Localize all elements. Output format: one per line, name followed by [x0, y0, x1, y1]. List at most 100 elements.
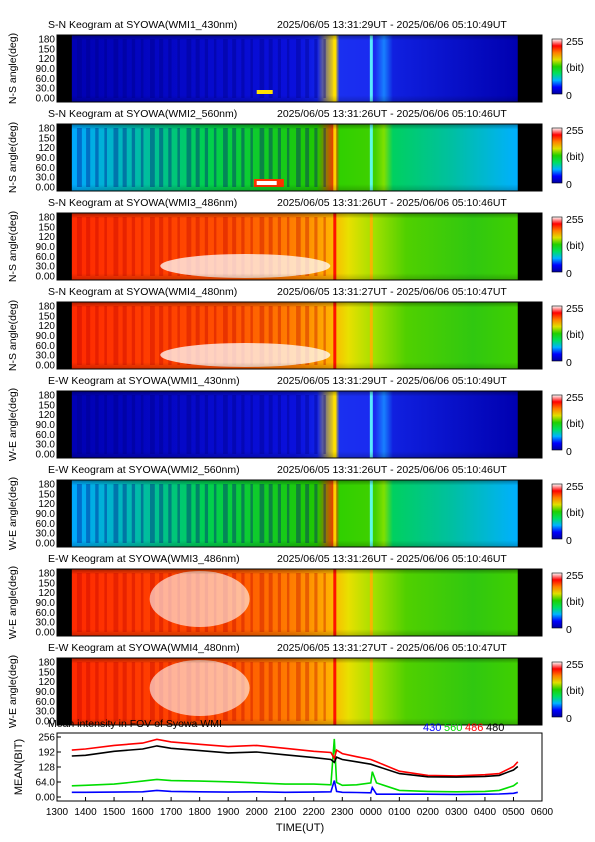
keogram-y-tick-label: 90.0 [36, 420, 56, 431]
colorbar [551, 216, 563, 273]
keogram-y-tick-label: 120 [38, 588, 55, 599]
keogram-y-tick-label: 150 [38, 489, 55, 500]
keogram-y-tick-label: 120 [38, 143, 55, 154]
keogram-y-axis-label: N-S angle(deg) [7, 300, 19, 371]
keogram-y-tick-label: 0.00 [36, 94, 56, 105]
keogram-title: E-W Keogram at SYOWA(WMI1_430nm) [48, 375, 240, 387]
line-y-axis-label: MEAN(BIT) [13, 739, 25, 795]
keogram-y-tick-label: 180 [38, 658, 55, 669]
colorbar-min: 0 [566, 535, 572, 547]
keogram-y-tick-label: 180 [38, 213, 55, 224]
keogram-panel: E-W Keogram at SYOWA(WMI3_486nm) 2025/06/… [7, 553, 584, 639]
line-x-tick-label: 0000 [360, 807, 383, 818]
keogram-y-tick-label: 60.0 [36, 74, 56, 85]
keogram-panel: E-W Keogram at SYOWA(WMI2_560nm) 2025/06/… [7, 464, 584, 550]
keogram-y-tick-label: 60.0 [36, 519, 56, 530]
colorbar-min: 0 [566, 713, 572, 725]
keogram-y-tick-label: 90.0 [36, 242, 56, 253]
keogram-panel: E-W Keogram at SYOWA(WMI4_480nm) 2025/06/… [7, 642, 584, 728]
keogram-y-tick-label: 60.0 [36, 252, 56, 263]
keogram-y-tick-label: 180 [38, 35, 55, 46]
keogram-time-range: 2025/06/05 13:31:27UT - 2025/06/06 05:10… [277, 642, 507, 654]
keogram-y-tick-label: 180 [38, 302, 55, 313]
keogram-y-tick-label: 30.0 [36, 84, 56, 95]
colorbar-max: 255 [566, 125, 584, 137]
keogram-y-tick-label: 120 [38, 410, 55, 421]
keogram-y-tick-label: 120 [38, 677, 55, 688]
keogram-y-tick-label: 120 [38, 321, 55, 332]
keogram-title: E-W Keogram at SYOWA(WMI2_560nm) [48, 464, 240, 476]
colorbar-min: 0 [566, 268, 572, 280]
line-x-tick-label: 2200 [303, 807, 326, 818]
colorbar [551, 127, 563, 184]
colorbar-min: 0 [566, 179, 572, 191]
legend-430: 430 [423, 722, 441, 734]
line-x-tick-label: 0500 [502, 807, 525, 818]
keogram-y-tick-label: 120 [38, 54, 55, 65]
keogram-time-range: 2025/06/05 13:31:29UT - 2025/06/06 05:10… [277, 19, 507, 31]
keogram-y-tick-label: 30.0 [36, 618, 56, 629]
colorbar-max: 255 [566, 36, 584, 48]
keogram-y-tick-label: 150 [38, 578, 55, 589]
keogram-y-tick-label: 30.0 [36, 440, 56, 451]
line-x-tick-label: 1900 [217, 807, 240, 818]
keogram-y-tick-label: 90.0 [36, 331, 56, 342]
keogram-y-tick-label: 90.0 [36, 64, 56, 75]
keogram-y-tick-label: 120 [38, 499, 55, 510]
keogram-y-tick-label: 60.0 [36, 341, 56, 352]
colorbar-min: 0 [566, 624, 572, 636]
keogram-y-tick-label: 0.00 [36, 628, 56, 639]
keogram-y-axis-label: W-E angle(deg) [7, 477, 19, 550]
keogram-time-range: 2025/06/05 13:31:27UT - 2025/06/06 05:10… [277, 286, 507, 298]
colorbar [551, 305, 563, 362]
keogram-y-tick-label: 120 [38, 232, 55, 243]
series-line-486 [71, 738, 519, 777]
keogram-y-tick-label: 180 [38, 391, 55, 402]
line-y-tick-label: 192 [38, 748, 55, 759]
colorbar-max: 255 [566, 303, 584, 315]
keogram-y-tick-label: 90.0 [36, 509, 56, 520]
series-line-560 [71, 738, 519, 793]
keogram-y-tick-label: 30.0 [36, 351, 56, 362]
keogram-y-tick-label: 60.0 [36, 697, 56, 708]
keogram-shading [57, 302, 542, 369]
keogram-shading [57, 391, 542, 458]
keogram-time-range: 2025/06/05 13:31:29UT - 2025/06/06 05:10… [277, 375, 507, 387]
keogram-y-tick-label: 180 [38, 569, 55, 580]
keogram-y-tick-label: 60.0 [36, 163, 56, 174]
colorbar-unit: (bit) [566, 596, 584, 608]
keogram-shading [57, 35, 542, 102]
colorbar-max: 255 [566, 481, 584, 493]
keogram-y-tick-label: 60.0 [36, 608, 56, 619]
mean-intensity-title: Mean intensity in FOV of Syowa WMI [48, 718, 222, 730]
keogram-y-axis-label: W-E angle(deg) [7, 388, 19, 461]
keogram-y-axis-label: W-E angle(deg) [7, 566, 19, 639]
keogram-y-tick-label: 150 [38, 311, 55, 322]
colorbar-max: 255 [566, 392, 584, 404]
line-x-tick-label: 1600 [131, 807, 154, 818]
colorbar [551, 394, 563, 451]
line-x-tick-label: 0400 [474, 807, 497, 818]
line-y-ticks: 0.00 64.0 128 192 256 [36, 733, 61, 804]
mean-intensity-chart: Mean intensity in FOV of Syowa WMI 430 5… [13, 718, 554, 834]
keogram-shading [57, 124, 542, 191]
line-series [71, 738, 519, 796]
colorbar-unit: (bit) [566, 62, 584, 74]
colorbar-min: 0 [566, 90, 572, 102]
keogram-panel: S-N Keogram at SYOWA(WMI1_430nm) 2025/06/… [7, 19, 584, 105]
keogram-panel: S-N Keogram at SYOWA(WMI3_486nm) 2025/06/… [7, 197, 584, 283]
line-x-tick-label: 1400 [74, 807, 97, 818]
line-plot-frame [56, 732, 543, 802]
keogram-y-tick-label: 180 [38, 124, 55, 135]
keogram-y-tick-label: 150 [38, 400, 55, 411]
keogram-y-tick-label: 0.00 [36, 183, 56, 194]
legend-480: 480 [486, 722, 504, 734]
keogram-y-tick-label: 30.0 [36, 707, 56, 718]
keogram-y-tick-label: 150 [38, 667, 55, 678]
keogram-shading [57, 213, 542, 280]
keogram-y-tick-label: 30.0 [36, 529, 56, 540]
keogram-y-tick-label: 60.0 [36, 430, 56, 441]
keogram-y-axis-label: W-E angle(deg) [7, 655, 19, 728]
keogram-title: E-W Keogram at SYOWA(WMI3_486nm) [48, 553, 240, 565]
keogram-y-tick-label: 180 [38, 480, 55, 491]
